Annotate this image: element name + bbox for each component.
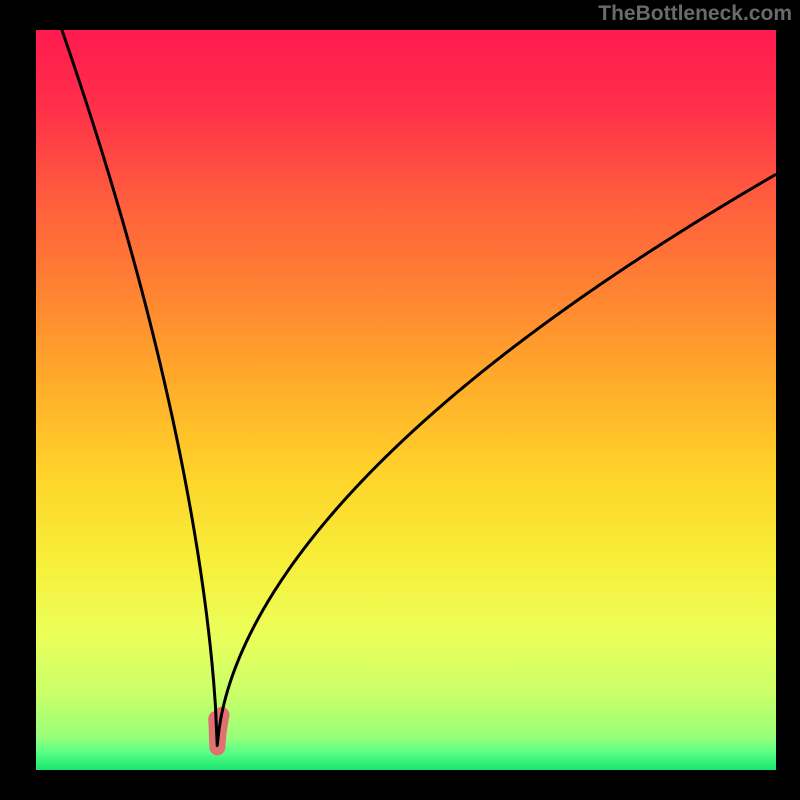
stage: TheBottleneck.com [0,0,800,800]
curve-layer [36,30,776,770]
bottleneck-curve [62,30,776,745]
watermark-text: TheBottleneck.com [598,2,792,26]
plot-area [36,30,776,770]
